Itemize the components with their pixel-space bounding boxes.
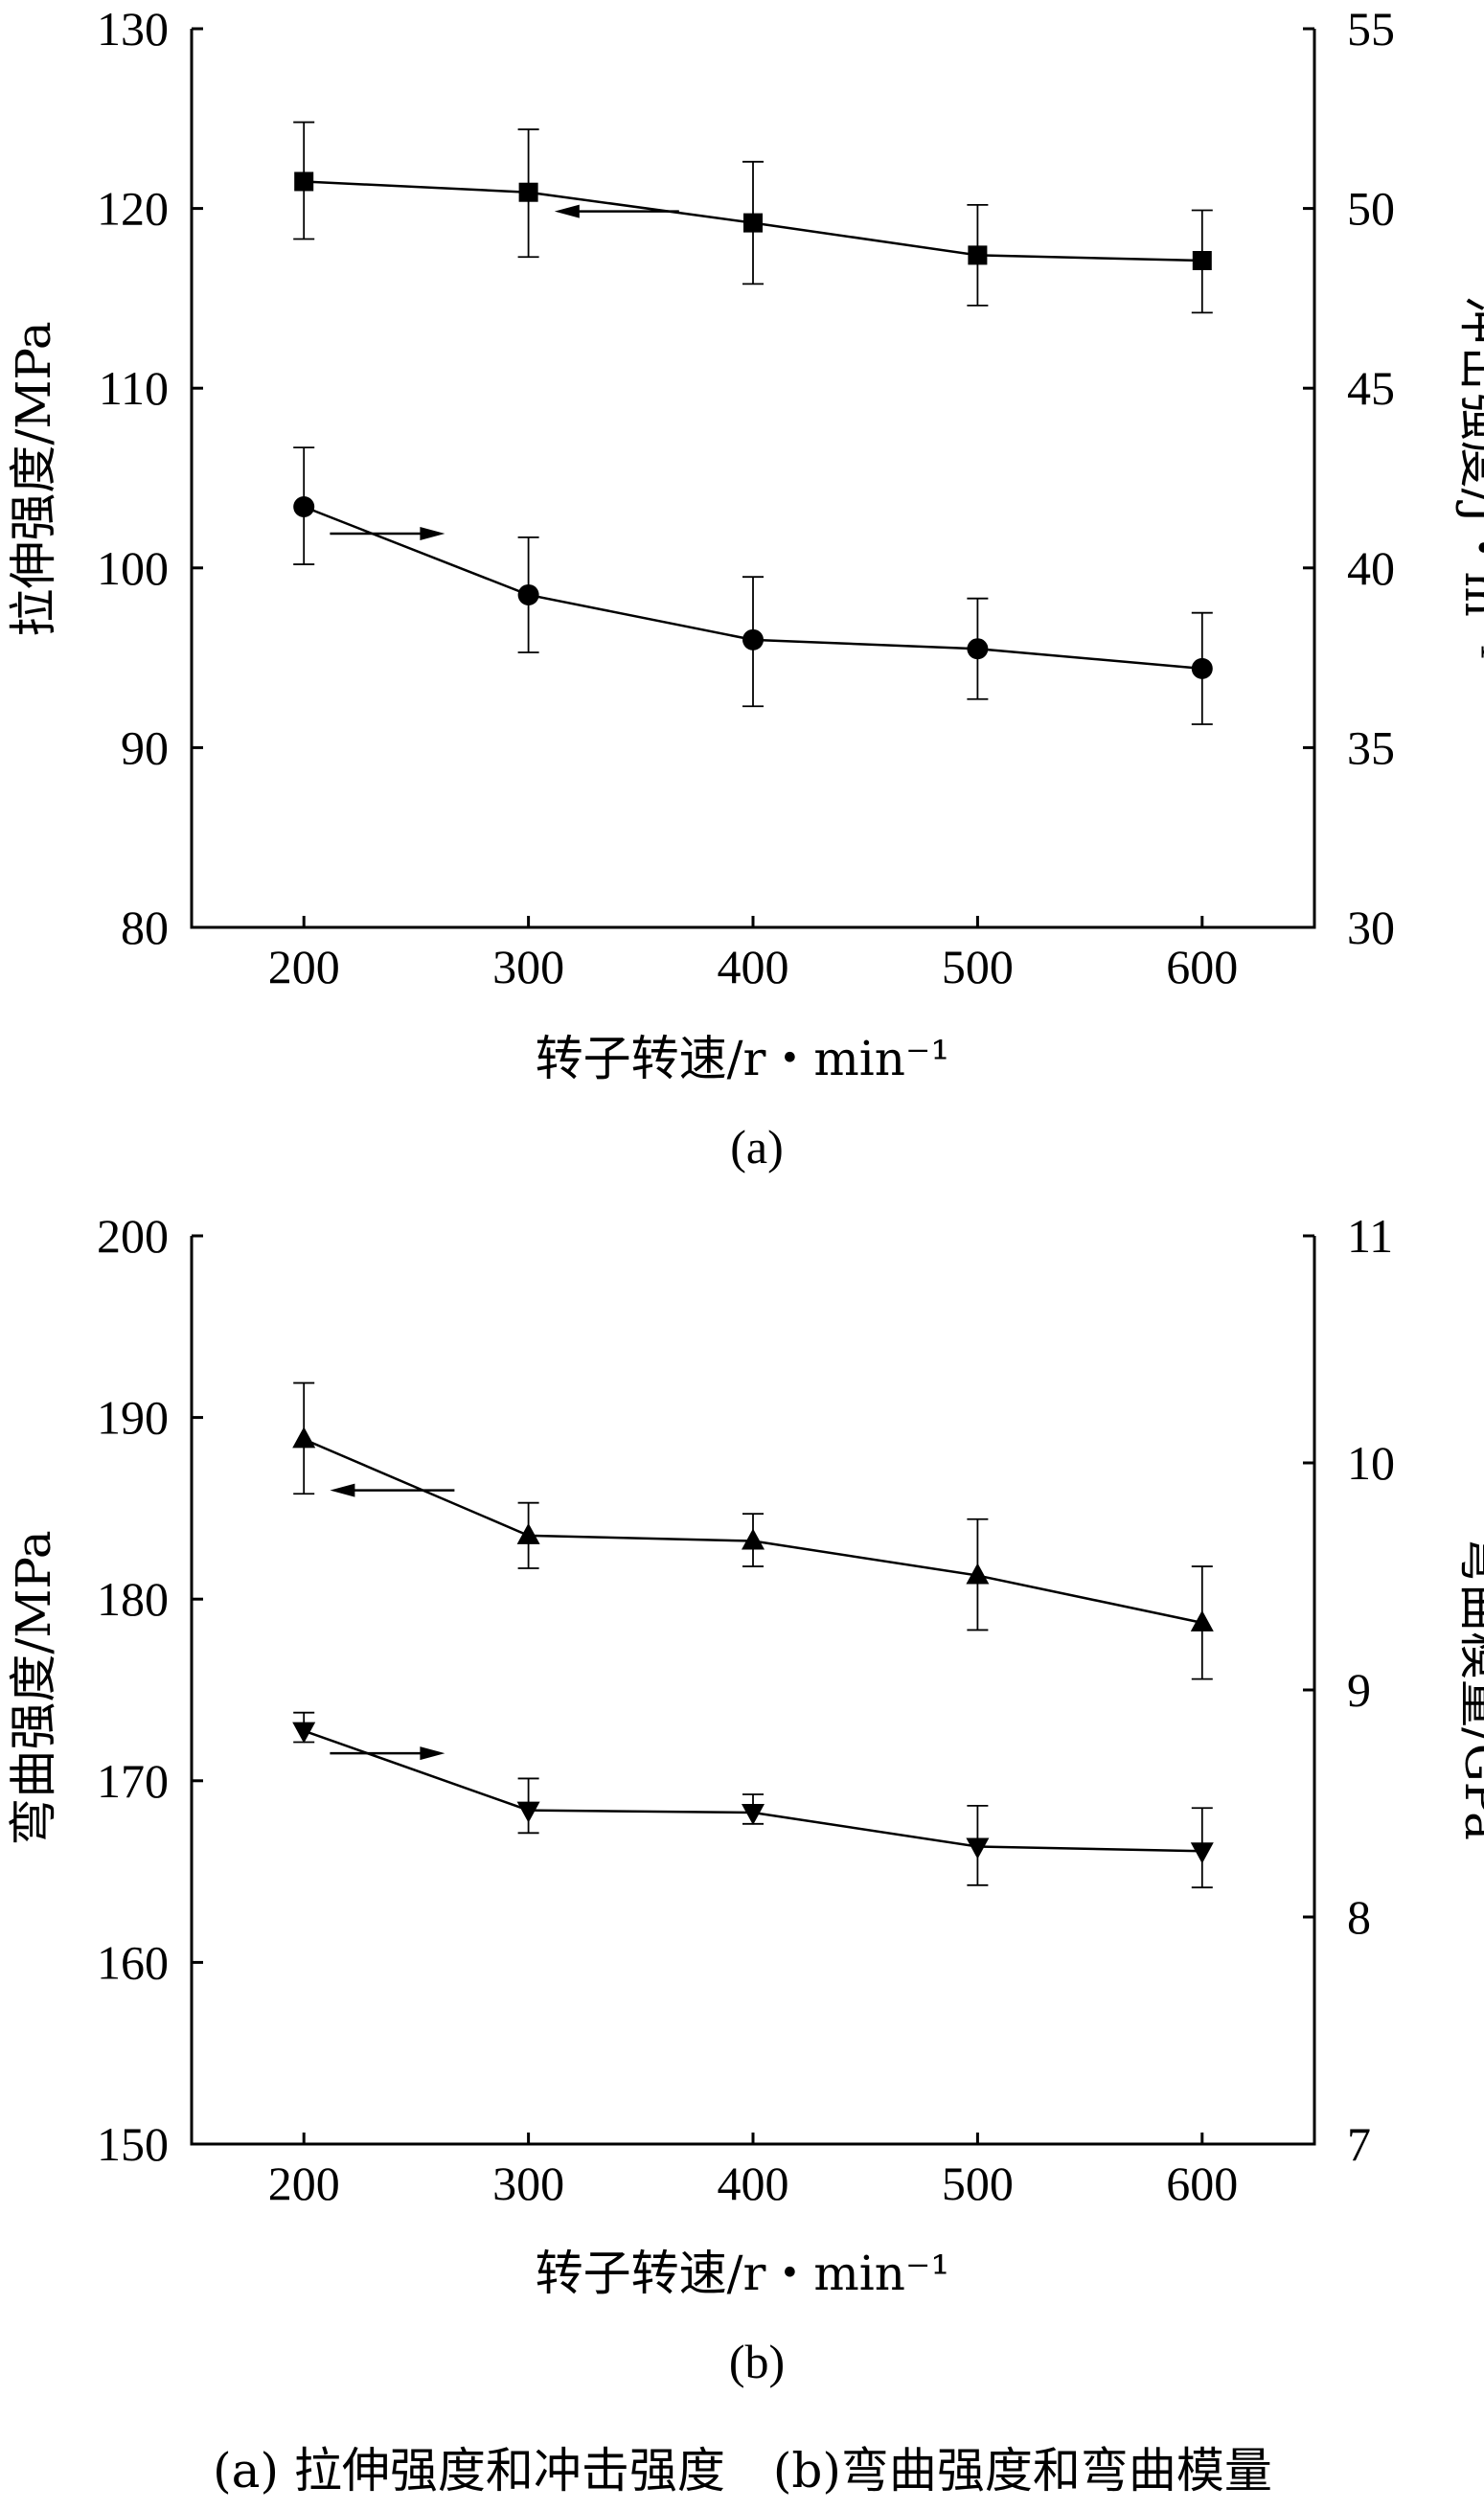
panel-b-x-tick-label: 500 [942, 2156, 1014, 2210]
panel-b-series-1-point [516, 1522, 540, 1544]
panel-b-left-y-tick-label: 160 [97, 1935, 169, 1989]
panel-a-x-tick-label: 400 [718, 940, 789, 993]
panel-a-left-axis-label: 拉伸强度/MPa [6, 321, 61, 636]
panel-b-x-tick-label: 400 [718, 2156, 789, 2210]
panel-b-series-2-axis-arrow [330, 1746, 445, 1761]
panel-a-right-y-tick-label: 30 [1347, 901, 1395, 954]
panel-a-x-tick-label: 600 [1166, 940, 1238, 993]
panel-a-series-1-point [743, 213, 763, 233]
panel-a-series-2-axis-arrow [330, 526, 445, 540]
panel-b-axes-frame [190, 1236, 1316, 2146]
panel-a-x-tick-label: 300 [492, 940, 564, 993]
panel-a-right-y-tick-label: 40 [1347, 541, 1395, 595]
panel-a-series-1-point [294, 171, 314, 192]
panel-a-right-y-tick-label: 55 [1347, 2, 1395, 56]
panel-a-series-2-point [967, 638, 989, 660]
panel-b-series-2-point [516, 1801, 540, 1823]
panel-b-x-tick-label: 600 [1166, 2156, 1238, 2210]
panel-a-x-axis-label: 转子转速/r・min⁻¹ [536, 1031, 950, 1086]
panel-a-x-tick-label: 500 [942, 940, 1014, 993]
panel-a-series-1-point [1192, 251, 1212, 271]
panel-b-sublabel: (b) [729, 2335, 785, 2388]
panel-b-series-1-point [742, 1528, 765, 1550]
panel-a-left-y-tick-label: 110 [99, 361, 169, 415]
panel-b-x-tick-label: 300 [492, 2156, 564, 2210]
panel-b-series-1-point [292, 1426, 316, 1449]
panel-b-series-2-point [292, 1722, 316, 1744]
panel-b-right-y-tick-label: 9 [1347, 1663, 1371, 1717]
panel-b-right-y-tick-label: 11 [1347, 1209, 1393, 1263]
panel-b-right-y-tick-label: 8 [1347, 1890, 1371, 1944]
panel-b-series-2-point [742, 1803, 765, 1825]
panel-b-x-tick-label: 200 [268, 2156, 340, 2210]
panel-a-series-1-point [518, 182, 538, 202]
panel-b-series-2-point [1190, 1842, 1214, 1864]
panel-b-left-y-tick-label: 170 [97, 1754, 169, 1808]
panel-b-right-y-tick-label: 7 [1347, 2117, 1371, 2171]
panel-a-left-y-tick-label: 120 [97, 182, 169, 236]
panel-b-series-2-line [303, 1729, 1202, 1853]
panel-b: 200 300 400 500 600 150 160 170 180 190 200 7 8 9 10 11… [6, 1209, 1484, 2388]
panel-b-series-1-axis-arrow [330, 1483, 455, 1497]
panel-b-left-y-tick-label: 180 [97, 1572, 169, 1626]
panel-a-series-1-point [968, 245, 988, 265]
panel-a-right-y-tick-label: 35 [1347, 720, 1395, 774]
panel-b-series-2-point [966, 1837, 990, 1860]
panel-a-left-y-tick-label: 130 [97, 2, 169, 56]
panel-a-left-y-tick-label: 100 [97, 541, 169, 595]
panel-a-right-y-tick-label: 50 [1347, 182, 1395, 236]
panel-a-series-1-axis-arrow [554, 204, 679, 218]
panel-b-left-axis-label: 弯曲强度/MPa [6, 1530, 61, 1845]
panel-b-left-y-tick-label: 200 [97, 1209, 169, 1263]
panel-a-series-2-point [517, 583, 539, 605]
panel-a-sublabel: (a) [730, 1120, 784, 1174]
panel-a-right-y-tick-label: 45 [1347, 361, 1395, 415]
panel-a-left-y-tick-label: 80 [121, 901, 169, 954]
panel-b-x-axis-label: 转子转速/r・min⁻¹ [536, 2246, 950, 2301]
panel-a-x-tick-label: 200 [268, 940, 340, 993]
panel-b-series-1-point [1190, 1609, 1214, 1632]
panel-a-left-y-tick-label: 90 [121, 720, 169, 774]
panel-b-right-axis-label: 弯曲模量/GPa [1454, 1536, 1484, 1840]
panel-b-left-y-tick-label: 190 [97, 1391, 169, 1445]
figure-caption: (a) 拉伸强度和冲击强度 (b)弯曲强度和弯曲模量 [213, 2443, 1272, 2499]
panel-b-right-y-tick-label: 10 [1347, 1436, 1395, 1490]
panel-b-series-1-point [966, 1563, 990, 1585]
panel-a-series-2-point [742, 628, 764, 650]
panel-b-left-y-tick-label: 150 [97, 2117, 169, 2171]
panel-a-right-axis-label: 冲击强度/J・m⁻¹ [1454, 297, 1484, 662]
panel-a: 200 300 400 500 600 80 90 100 110 120 130 30 35 40 45 5… [6, 2, 1484, 1174]
panel-a-series-2-point [293, 496, 315, 518]
panel-a-series-2-point [1191, 657, 1213, 679]
